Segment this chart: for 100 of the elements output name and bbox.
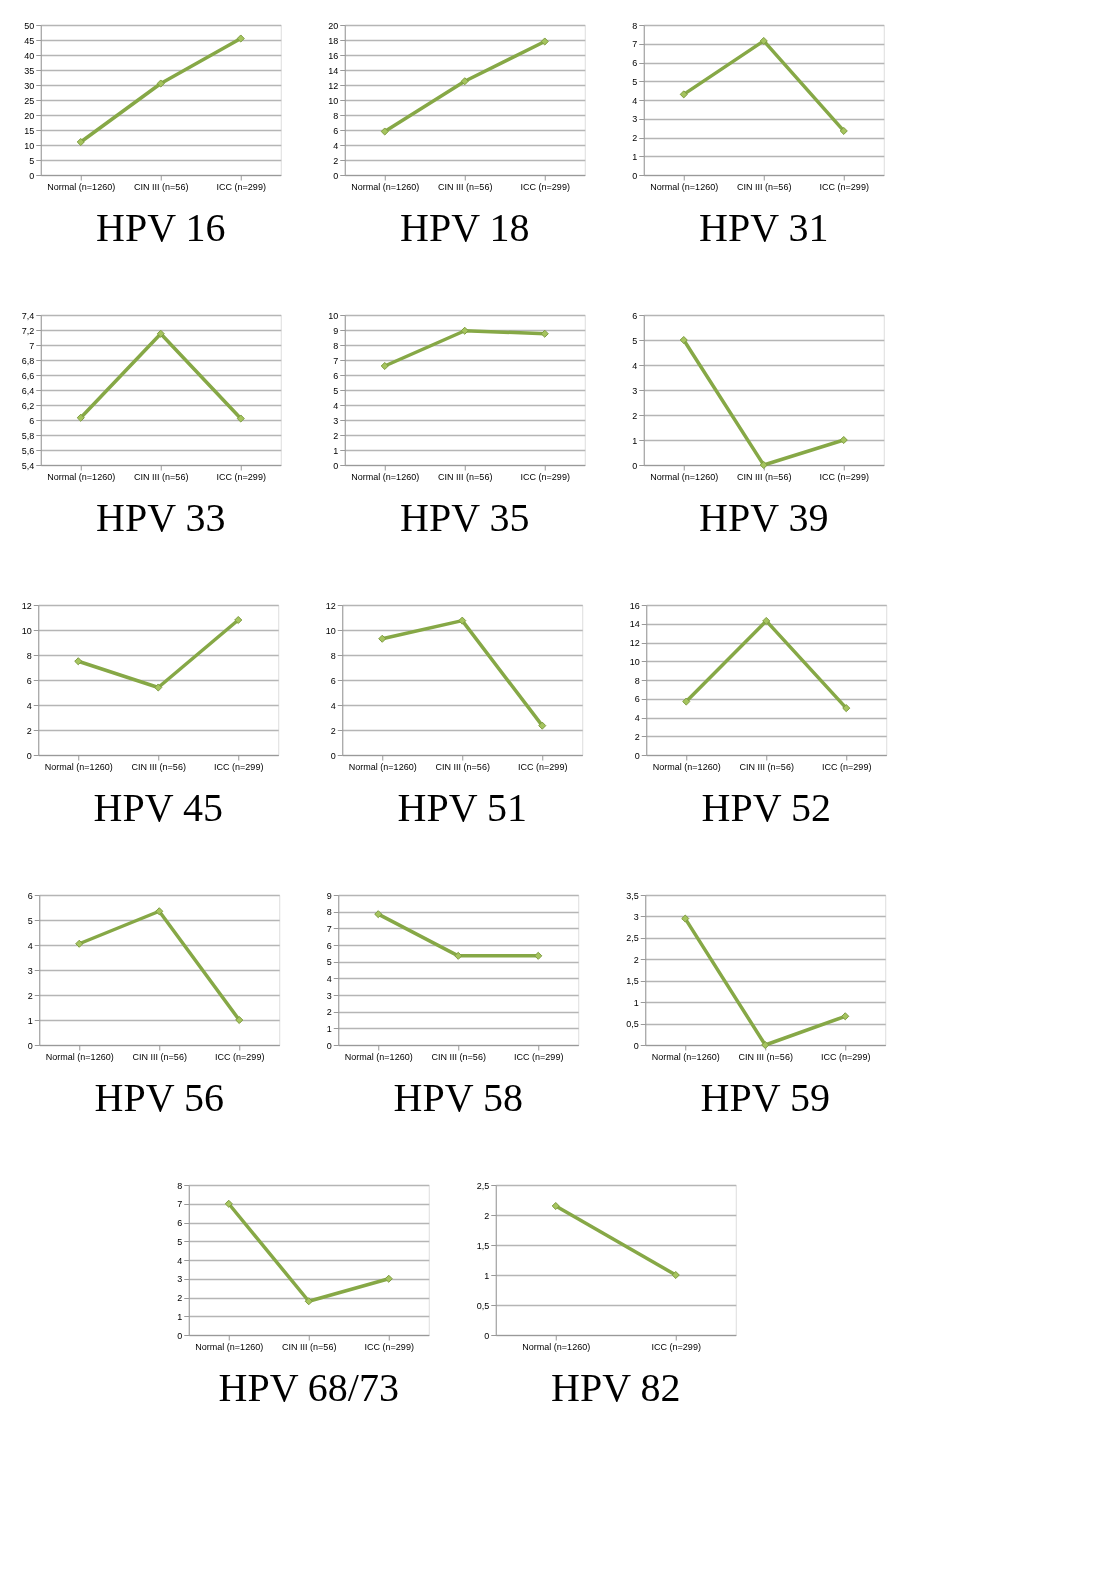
y-tick-label: 6 xyxy=(177,1218,183,1228)
y-tick-label: 5,8 xyxy=(21,430,35,441)
point xyxy=(380,361,389,371)
y-tick-label: 3 xyxy=(632,114,638,125)
y-tick-label: 0 xyxy=(632,460,638,471)
text: HPV 39 xyxy=(699,495,829,540)
text: HPV 59 xyxy=(700,1075,830,1120)
y-tick-label: 10 xyxy=(328,95,339,106)
point xyxy=(759,460,768,470)
x-tick-label: CIN III (n=56) xyxy=(431,1051,486,1062)
y-tick-label: 1 xyxy=(632,435,638,446)
y-tick-label: 15 xyxy=(24,125,35,136)
point xyxy=(762,616,771,625)
y-tick-label: 6 xyxy=(326,940,332,951)
y-tick-label: 3 xyxy=(326,990,332,1001)
x-tick-label: Normal (n=1260) xyxy=(45,1051,114,1062)
y-tick-label: 6 xyxy=(634,694,640,705)
y-tick-label: 14 xyxy=(328,65,339,76)
point xyxy=(460,326,469,335)
x-tick-label: ICC (n=299) xyxy=(214,761,264,772)
x-tick-label: Normal (n=1260) xyxy=(522,1341,591,1352)
y-tick-label: 1 xyxy=(484,1270,490,1281)
x-tick-label: ICC (n=299) xyxy=(651,1341,701,1352)
y-tick-label: 2 xyxy=(330,725,336,736)
y-tick-label: 12 xyxy=(325,600,336,611)
x-tick-label: CIN III (n=56) xyxy=(737,181,792,192)
y-tick-label: 10 xyxy=(629,656,640,667)
y-tick-label: 1 xyxy=(633,997,639,1008)
x-tick-label: ICC (n=299) xyxy=(819,181,869,192)
text: HPV 45 xyxy=(93,785,223,830)
y-tick-label: 4 xyxy=(177,1255,183,1266)
y-tick-label: 0,5 xyxy=(476,1300,490,1311)
y-tick-label: 0 xyxy=(29,170,35,181)
y-tick-label: 0 xyxy=(26,750,32,761)
y-tick-label: 1 xyxy=(333,445,339,456)
y-tick-label: 6 xyxy=(632,310,638,321)
y-tick-label: 1,5 xyxy=(626,976,639,987)
y-tick-label: 6 xyxy=(333,125,339,136)
point xyxy=(679,90,688,99)
y-tick-label: 5 xyxy=(632,335,638,346)
y-tick-label: 10 xyxy=(21,625,32,636)
x-tick-label: Normal (n=1260) xyxy=(351,471,420,482)
y-tick-label: 2,5 xyxy=(476,1180,490,1191)
y-tick-label: 2 xyxy=(333,155,339,166)
y-tick-label: 3 xyxy=(27,965,33,976)
y-tick-label: 30 xyxy=(24,80,35,91)
y-tick-label: 6 xyxy=(330,675,336,686)
y-tick-label: 7 xyxy=(177,1199,183,1210)
point xyxy=(681,914,690,923)
y-tick-label: 12 xyxy=(328,80,339,91)
point xyxy=(540,37,549,46)
y-tick-label: 7,4 xyxy=(21,310,35,321)
point xyxy=(378,634,387,643)
x-tick-label: Normal (n=1260) xyxy=(344,1051,413,1062)
text: HPV 18 xyxy=(400,205,530,250)
y-tick-label: 0 xyxy=(484,1330,490,1341)
y-tick-label: 6 xyxy=(27,890,33,901)
x-tick-label: CIN III (n=56) xyxy=(435,761,490,772)
x-tick-label: CIN III (n=56) xyxy=(739,761,794,772)
x-tick-label: CIN III (n=56) xyxy=(134,181,189,192)
point xyxy=(458,616,467,625)
y-tick-label: 20 xyxy=(328,20,339,31)
y-tick-label: 0 xyxy=(333,460,339,471)
y-tick-label: 6,6 xyxy=(21,370,35,381)
y-tick-label: 7,2 xyxy=(21,325,35,336)
point xyxy=(74,657,83,666)
point xyxy=(384,1274,393,1283)
point xyxy=(304,1297,313,1306)
y-tick-label: 0 xyxy=(333,170,339,181)
y-tick-label: 4 xyxy=(27,940,33,951)
y-tick-label: 6,4 xyxy=(21,385,35,396)
text: HPV 52 xyxy=(701,785,831,830)
point xyxy=(841,1012,850,1021)
point xyxy=(380,127,389,136)
text: HPV 33 xyxy=(96,495,226,540)
y-tick-label: 9 xyxy=(333,325,339,336)
y-tick-label: 16 xyxy=(328,50,339,61)
x-tick-label: ICC (n=299) xyxy=(819,471,869,482)
y-tick-label: 1 xyxy=(27,1015,33,1026)
y-tick-label: 0 xyxy=(326,1040,332,1051)
y-tick-label: 7 xyxy=(326,923,332,934)
point xyxy=(156,329,165,338)
x-tick-label: CIN III (n=56) xyxy=(134,471,189,482)
y-tick-label: 8 xyxy=(177,1180,183,1191)
x-tick-label: ICC (n=299) xyxy=(364,1341,414,1352)
point xyxy=(839,435,848,445)
x-tick-label: Normal (n=1260) xyxy=(195,1341,264,1352)
y-tick-label: 3 xyxy=(632,385,638,396)
y-tick-label: 2 xyxy=(333,430,339,441)
x-tick-label: ICC (n=299) xyxy=(514,1051,564,1062)
y-tick-label: 5 xyxy=(177,1236,183,1247)
y-tick-label: 2 xyxy=(26,725,32,736)
y-tick-label: 1 xyxy=(326,1023,332,1034)
point xyxy=(155,907,164,916)
point xyxy=(839,126,848,135)
point xyxy=(236,414,245,423)
y-tick-label: 6 xyxy=(632,58,638,68)
point xyxy=(538,721,547,730)
y-tick-label: 8 xyxy=(333,110,339,121)
y-tick-label: 18 xyxy=(328,35,339,46)
